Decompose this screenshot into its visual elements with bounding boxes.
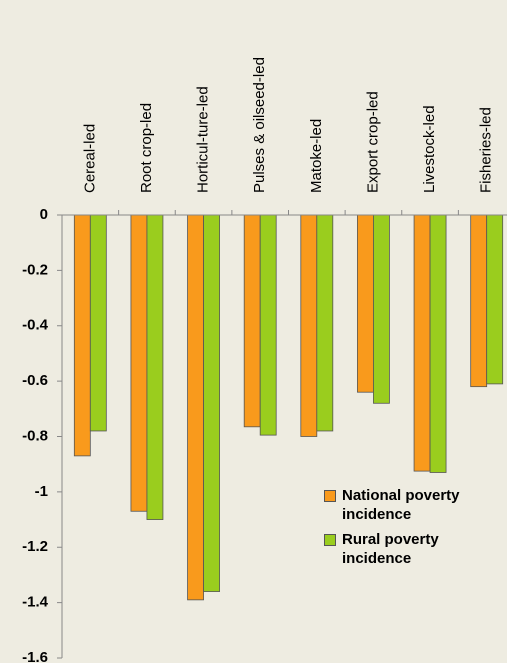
bar: [187, 214, 204, 601]
x-tick-label: Export crop-led: [364, 91, 381, 193]
legend-label: Rural poverty incidence: [342, 531, 439, 567]
x-tick-label: Cereal-led: [81, 124, 98, 193]
y-tick-label: -1: [35, 483, 48, 500]
x-tick-label: Pulses & oilseed-led: [251, 57, 268, 193]
bar: [470, 214, 488, 388]
x-tick-label: Horticul-ture-led: [195, 86, 212, 193]
bar: [300, 214, 318, 437]
bar: [203, 214, 220, 592]
y-tick-label: -0.2: [22, 261, 48, 278]
legend: National poverty incidence Rural poverty …: [322, 486, 507, 574]
y-tick-label: -0.6: [22, 372, 48, 389]
y-tick-label: 0: [40, 206, 48, 223]
bar: [357, 214, 374, 393]
bar: [130, 214, 148, 512]
x-tick-label: Root crop-led: [138, 103, 155, 193]
legend-item: Rural poverty incidence: [322, 530, 507, 568]
legend-swatch: [324, 490, 336, 502]
x-tick-label: Livestock-led: [421, 105, 438, 193]
legend-swatch: [324, 534, 336, 546]
bar: [429, 214, 447, 473]
bar: [316, 214, 334, 432]
bar: [243, 214, 261, 428]
bar: [486, 214, 504, 385]
bar: [373, 214, 390, 404]
bar: [146, 214, 164, 520]
bar: [89, 214, 107, 432]
y-tick-label: -0.4: [22, 317, 49, 334]
bar: [413, 214, 431, 472]
y-tick-label: -1.2: [22, 538, 48, 555]
y-tick-label: -1.4: [22, 594, 49, 611]
legend-label: National poverty incidence: [342, 487, 460, 523]
x-tick-label: Matoke-led: [308, 119, 325, 193]
x-tick-label: Fisheries-led: [478, 107, 495, 193]
y-tick-label: -1.6: [22, 649, 48, 663]
bar: [259, 214, 277, 436]
legend-item: National poverty incidence: [322, 486, 507, 524]
y-tick-label: -0.8: [22, 427, 48, 444]
bar: [73, 214, 91, 457]
